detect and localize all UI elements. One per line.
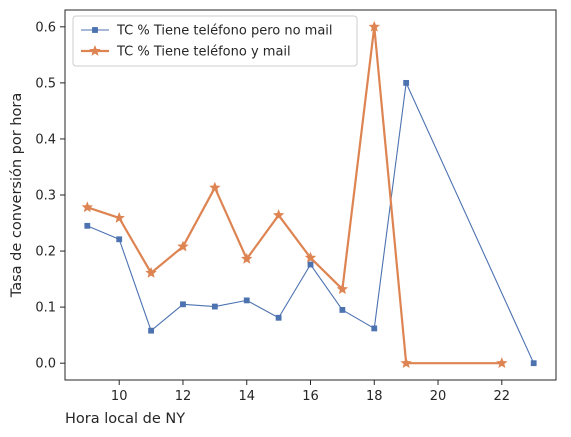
data-point xyxy=(304,251,317,263)
data-point xyxy=(272,209,285,221)
x-tick-label: 14 xyxy=(238,389,255,404)
y-tick-label: 0.3 xyxy=(35,189,56,204)
data-point xyxy=(241,252,253,264)
x-tick-label: 12 xyxy=(175,389,192,404)
legend-marker xyxy=(92,27,98,33)
data-point xyxy=(371,325,378,332)
series-layer xyxy=(81,20,537,369)
data-point xyxy=(403,79,410,86)
series-1 xyxy=(84,79,537,367)
data-point xyxy=(148,327,154,334)
x-tick-label: 20 xyxy=(430,389,447,404)
data-point xyxy=(81,201,94,213)
legend-label: TC % Tiene teléfono pero no mail xyxy=(116,24,333,39)
data-point xyxy=(530,360,537,367)
data-point xyxy=(496,357,508,369)
legend-entry: TC % Tiene teléfono y mail xyxy=(81,45,291,60)
data-point xyxy=(339,307,346,313)
y-tick-label: 0.6 xyxy=(35,20,56,35)
data-point xyxy=(180,301,186,308)
data-point xyxy=(368,20,380,32)
y-axis-label: Tasa de conversión por hora xyxy=(9,93,25,298)
data-point xyxy=(113,211,125,223)
legend-marker xyxy=(89,44,101,56)
data-point xyxy=(177,240,189,252)
y-tick-label: 0.1 xyxy=(35,301,56,316)
data-point xyxy=(307,261,314,268)
data-point xyxy=(243,297,250,304)
y-tick-label: 0.5 xyxy=(35,76,56,91)
y-tick-label: 0.0 xyxy=(35,357,56,372)
y-tick-label: 0.4 xyxy=(35,132,56,147)
data-point xyxy=(145,266,157,278)
series-line xyxy=(86,25,502,365)
x-tick-label: 10 xyxy=(111,389,128,404)
series-2 xyxy=(81,20,508,369)
y-axis-ticks: 0.0 0.1 0.2 0.3 0.4 0.5 0.6 xyxy=(35,20,65,372)
data-point xyxy=(211,303,218,310)
x-axis-label: Hora local de NY xyxy=(65,411,185,427)
data-point xyxy=(209,181,221,193)
x-axis-ticks: 10 12 14 16 18 20 22 xyxy=(111,380,510,404)
series-line xyxy=(87,82,535,364)
legend-box xyxy=(72,15,358,67)
x-tick-label: 22 xyxy=(494,389,511,404)
data-point xyxy=(116,236,123,243)
data-point xyxy=(275,314,282,321)
x-tick-label: 16 xyxy=(302,389,319,404)
legend: TC % Tiene teléfono pero no mail TC % Tie… xyxy=(72,15,358,67)
data-point xyxy=(84,222,91,229)
data-point xyxy=(336,283,349,295)
y-tick-label: 0.2 xyxy=(35,245,56,260)
x-tick-label: 18 xyxy=(366,389,383,404)
legend-entry: TC % Tiene teléfono pero no mail xyxy=(81,24,333,39)
data-point xyxy=(400,357,412,369)
legend-label: TC % Tiene teléfono y mail xyxy=(116,45,291,60)
